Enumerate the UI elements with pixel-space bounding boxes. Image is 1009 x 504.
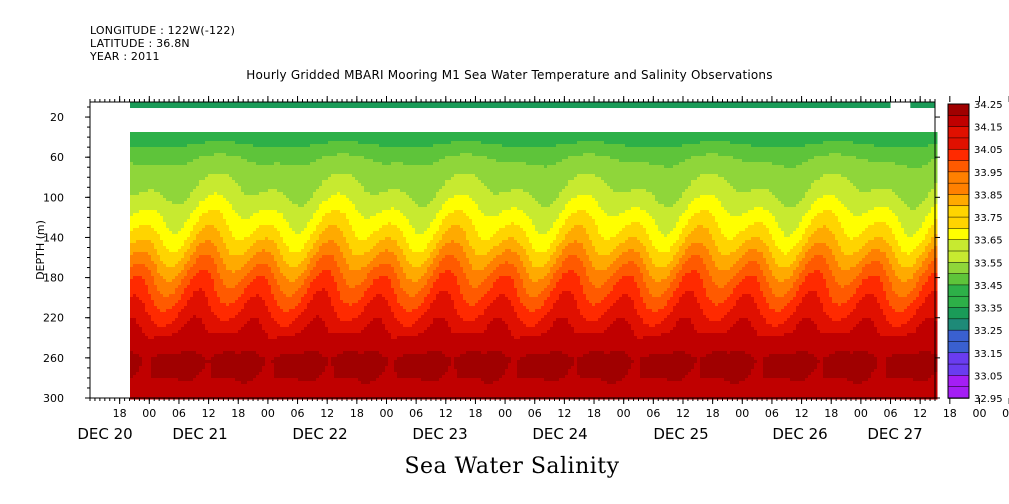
colorbar-swatch [947,386,970,399]
colorbar-swatch [947,126,970,139]
x-tick-label: 12 [676,407,690,420]
colorbar-label: 34.05 [974,145,1003,156]
x-tick-label: 06 [409,407,423,420]
x-day-label: DEC 22 [292,425,347,443]
x-tick-label: 00 [972,407,986,420]
x-tick-label: 00 [498,407,512,420]
x-tick-label: 18 [468,407,482,420]
y-tick-label: 60 [50,151,64,164]
x-tick-label: 12 [913,407,927,420]
colorbar-swatch [947,284,970,297]
x-day-label: DEC 21 [172,425,227,443]
colorbar-label: 33.15 [974,349,1003,360]
y-tick-label: 260 [43,352,64,365]
x-tick-label: 12 [320,407,334,420]
x-tick-label: 06 [172,407,186,420]
x-day-label: DEC 25 [653,425,708,443]
x-tick-label: 18 [943,407,957,420]
colorbar-swatch [947,216,970,230]
x-tick-label: 00 [142,407,156,420]
x-tick-label: 00 [735,407,749,420]
colorbar-swatch [947,115,970,128]
colorbar-swatch [947,262,970,275]
colorbar-swatch [947,363,970,377]
colorbar-swatch [947,341,970,354]
colorbar-label: 33.65 [974,236,1003,247]
salinity-field [130,132,938,400]
colorbar-label: 34.15 [974,123,1003,134]
y-axis-label: DEPTH (m) [34,220,47,280]
x-tick-label: 06 [528,407,542,420]
x-day-label: DEC 23 [412,425,467,443]
x-tick-label: 06 [1002,407,1009,420]
x-tick-label: 00 [379,407,393,420]
chart-title: Hourly Gridded MBARI Mooring M1 Sea Wate… [0,68,1009,82]
colorbar-swatch [947,295,970,309]
colorbar-swatch [947,375,970,388]
colorbar-swatch [947,228,970,241]
colorbar-label: 34.25 [974,100,1003,111]
x-tick-label: 06 [884,407,898,420]
colorbar-swatch [947,103,970,117]
colorbar-label: 33.25 [974,326,1003,337]
x-tick-label: 06 [291,407,305,420]
y-tick-label: 180 [43,272,64,285]
y-tick-label: 20 [50,111,64,124]
x-tick-label: 18 [587,407,601,420]
x-tick-label: 18 [231,407,245,420]
colorbar-frame [947,103,970,399]
colorbar-swatch [947,318,970,331]
colorbar-label: 33.95 [974,168,1003,179]
x-day-label: DEC 20 [77,425,132,443]
x-tick-label: 12 [202,407,216,420]
x-tick-label: 00 [617,407,631,420]
colorbar-swatch [947,307,970,320]
colorbar-label: 33.35 [974,304,1003,315]
x-day-label: DEC 24 [532,425,587,443]
colorbar-swatch [947,160,970,173]
colorbar-label: 33.05 [974,371,1003,382]
y-tick-label: 220 [43,312,64,325]
colorbar-swatch [947,182,970,196]
colorbar-swatch [947,205,970,218]
x-tick-label: 06 [765,407,779,420]
variable-label: Sea Water Salinity [0,454,1009,479]
colorbar-label: 33.55 [974,258,1003,269]
colorbar-swatch [947,239,970,252]
x-day-label: DEC 26 [772,425,827,443]
colorbar-label: 33.75 [974,213,1003,224]
colorbar-swatch [947,148,970,162]
latitude-label: LATITUDE : 36.8N [90,37,190,50]
y-tick-label: 300 [43,392,64,405]
surface-band-end [910,102,935,109]
surface-band [130,102,891,109]
x-tick-label: 18 [824,407,838,420]
year-label: YEAR : 2011 [90,50,160,63]
colorbar-swatch [947,194,970,207]
colorbar-swatch [947,137,970,150]
x-tick-label: 00 [854,407,868,420]
colorbar-label: 33.45 [974,281,1003,292]
colorbar-swatch [947,273,970,286]
colorbar-swatch [947,171,970,184]
x-tick-label: 06 [646,407,660,420]
colorbar-swatch [947,329,970,343]
colorbar-label: 32.95 [974,394,1003,405]
longitude-label: LONGITUDE : 122W(-122) [90,24,235,37]
x-tick-label: 18 [350,407,364,420]
y-tick-label: 100 [43,191,64,204]
x-tick-label: 00 [261,407,275,420]
plot-frame [89,101,936,399]
x-tick-label: 12 [557,407,571,420]
y-tick-label: 140 [43,231,64,244]
x-tick-label: 12 [439,407,453,420]
colorbar-swatch [947,250,970,264]
colorbar-label: 33.85 [974,190,1003,201]
x-day-label: DEC 27 [867,425,922,443]
colorbar-swatch [947,352,970,365]
x-tick-label: 12 [795,407,809,420]
x-tick-label: 18 [706,407,720,420]
x-tick-label: 18 [113,407,127,420]
